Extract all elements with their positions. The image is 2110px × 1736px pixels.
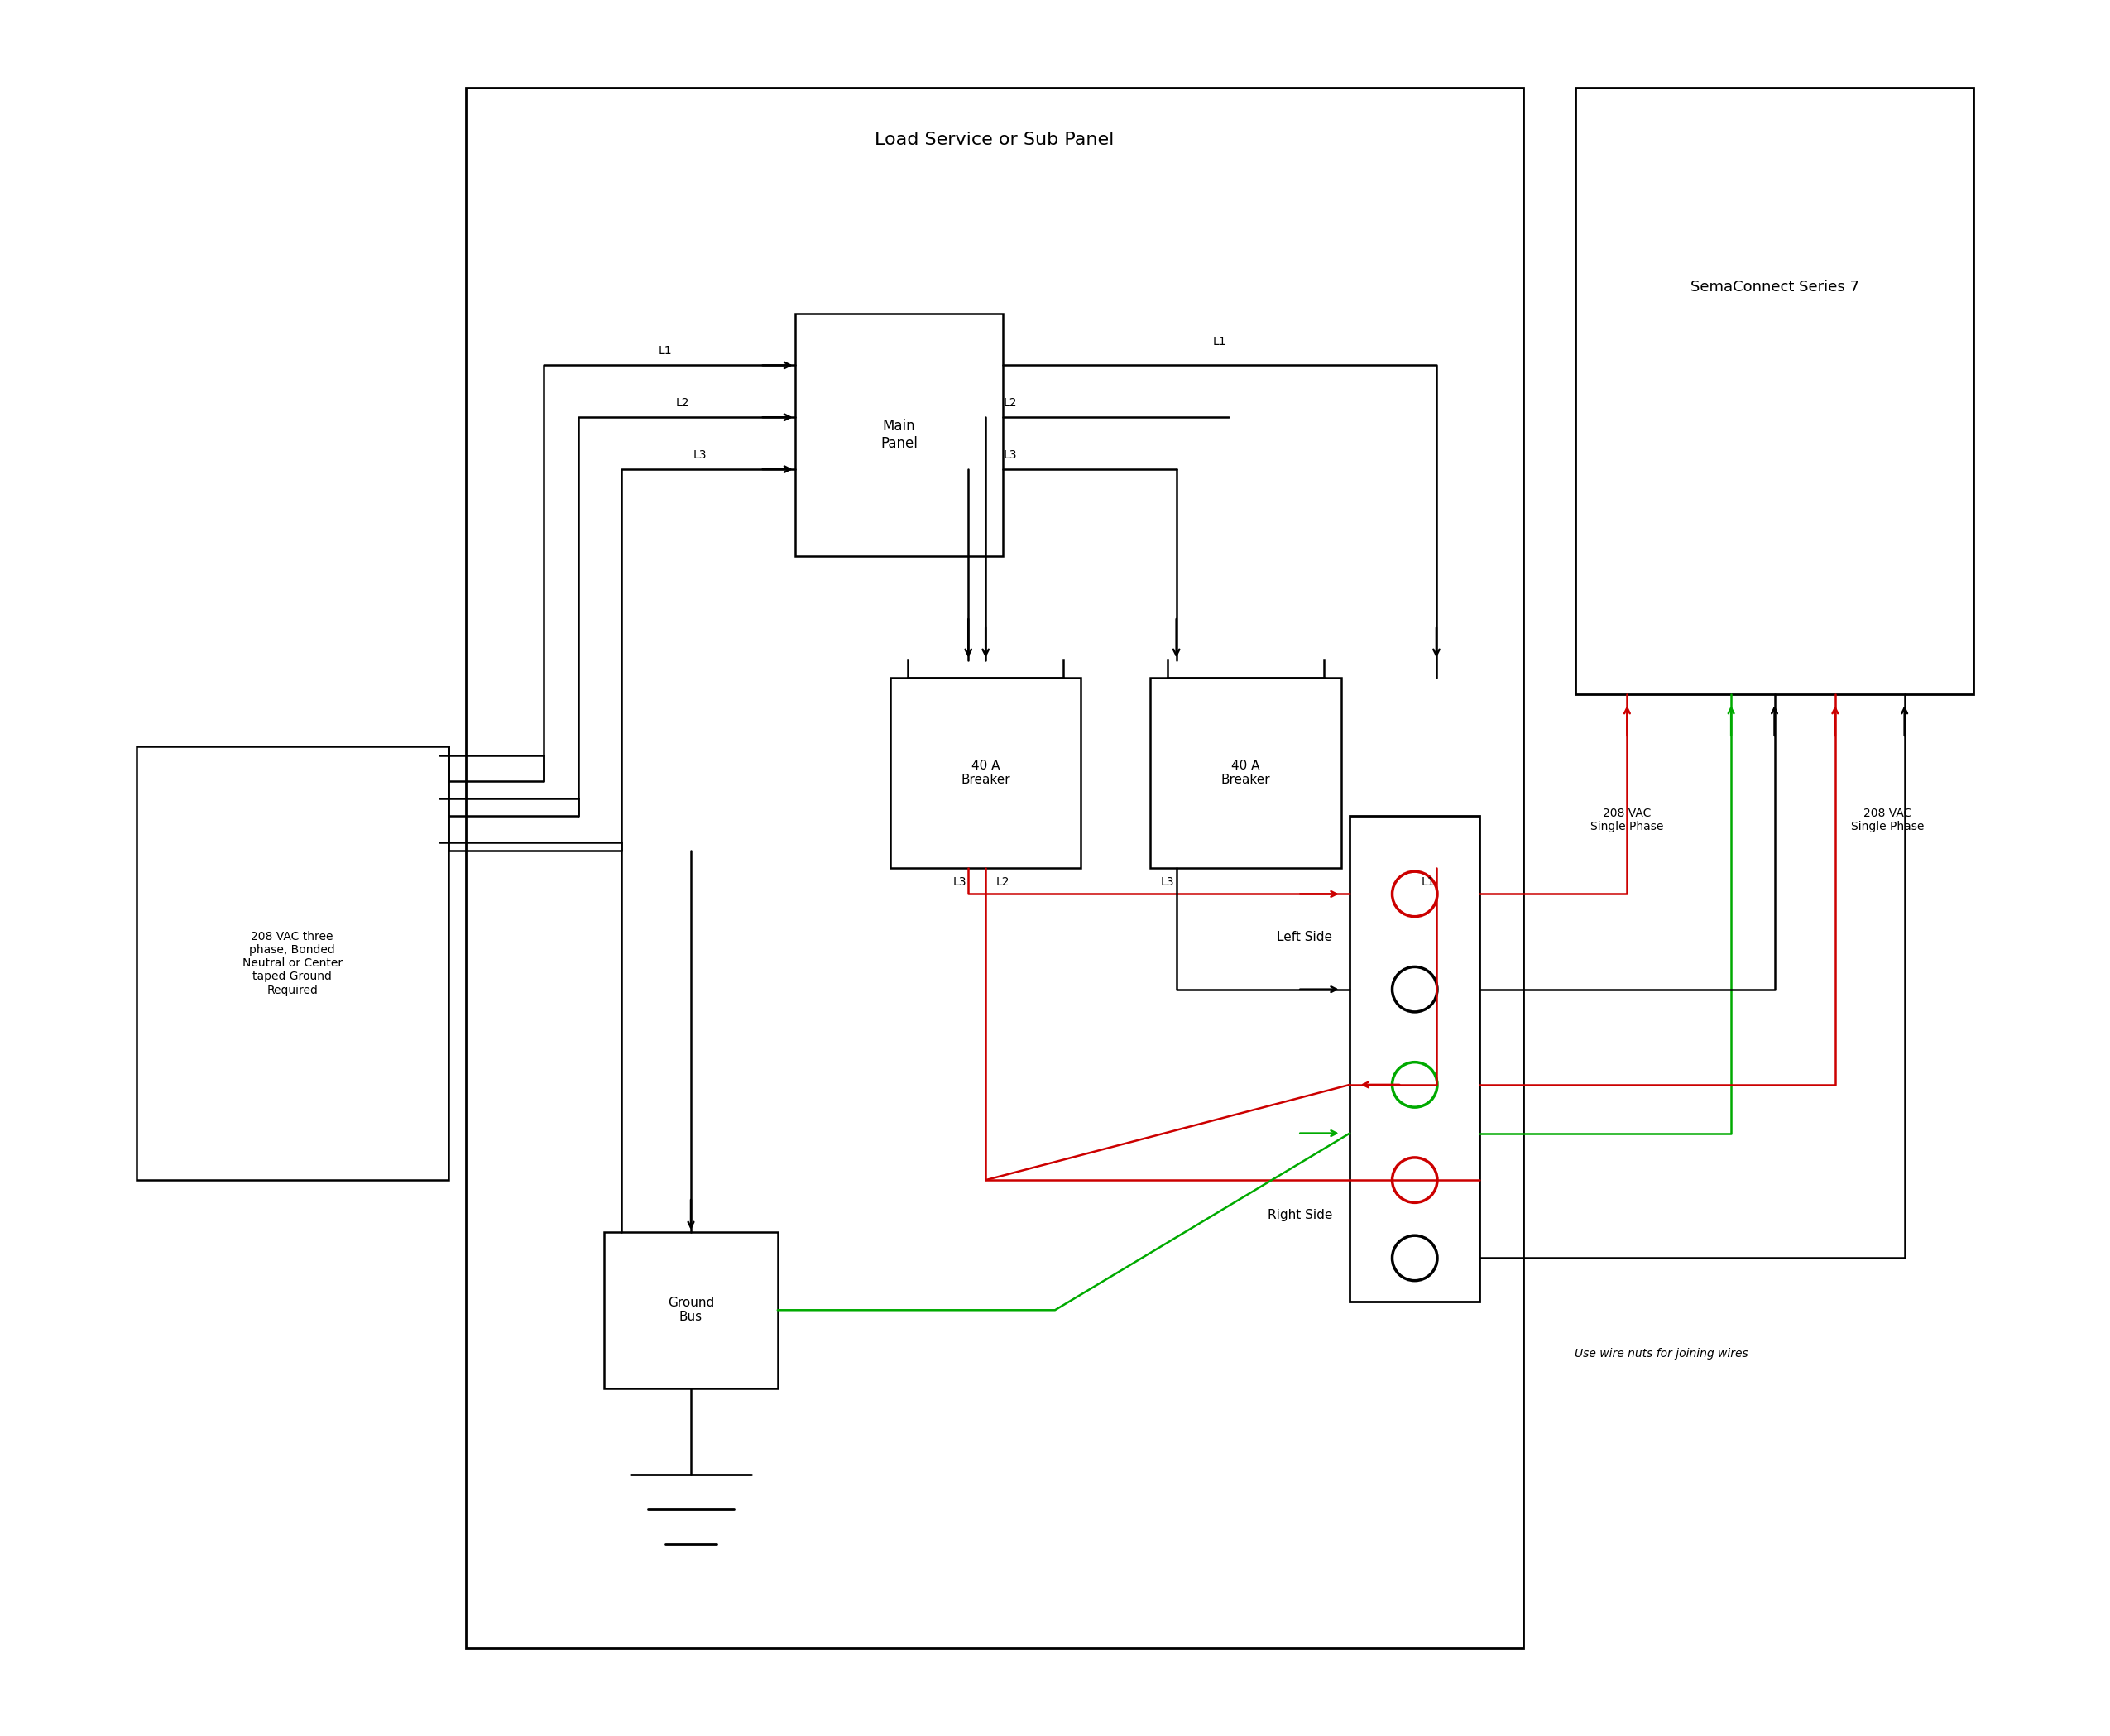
Bar xyxy=(137,746,447,1180)
Text: 208 VAC three
phase, Bonded
Neutral or Center
taped Ground
Required: 208 VAC three phase, Bonded Neutral or C… xyxy=(243,930,342,996)
Bar xyxy=(603,1233,779,1389)
Text: L3: L3 xyxy=(954,877,966,889)
Text: Left Side: Left Side xyxy=(1277,930,1331,944)
Circle shape xyxy=(1393,1062,1437,1108)
Text: SemaConnect Series 7: SemaConnect Series 7 xyxy=(1690,279,1859,295)
Circle shape xyxy=(1393,871,1437,917)
Bar xyxy=(1350,816,1479,1302)
Bar xyxy=(1574,89,1973,694)
Text: L2: L2 xyxy=(996,877,1011,889)
Circle shape xyxy=(1393,1158,1437,1203)
Text: Ground
Bus: Ground Bus xyxy=(667,1297,713,1323)
Text: 40 A
Breaker: 40 A Breaker xyxy=(960,759,1011,786)
Bar xyxy=(466,89,1523,1647)
Text: L2: L2 xyxy=(1002,398,1017,408)
Text: 40 A
Breaker: 40 A Breaker xyxy=(1222,759,1270,786)
Text: L2: L2 xyxy=(675,398,690,408)
Text: 208 VAC
Single Phase: 208 VAC Single Phase xyxy=(1850,807,1924,832)
Text: L3: L3 xyxy=(1002,450,1017,460)
Bar xyxy=(795,312,1002,556)
Circle shape xyxy=(1393,1236,1437,1281)
Text: 208 VAC
Single Phase: 208 VAC Single Phase xyxy=(1591,807,1663,832)
Text: L3: L3 xyxy=(692,450,707,460)
Text: L3: L3 xyxy=(1160,877,1175,889)
Text: L1: L1 xyxy=(1420,877,1435,889)
Text: Main
Panel: Main Panel xyxy=(880,418,918,451)
Text: L1: L1 xyxy=(658,345,671,356)
Circle shape xyxy=(1393,967,1437,1012)
Bar xyxy=(1150,677,1342,868)
Text: L1: L1 xyxy=(1213,337,1226,347)
Text: Use wire nuts for joining wires: Use wire nuts for joining wires xyxy=(1574,1347,1749,1359)
Bar xyxy=(890,677,1080,868)
Text: Right Side: Right Side xyxy=(1268,1208,1331,1220)
Text: Load Service or Sub Panel: Load Service or Sub Panel xyxy=(876,132,1114,148)
